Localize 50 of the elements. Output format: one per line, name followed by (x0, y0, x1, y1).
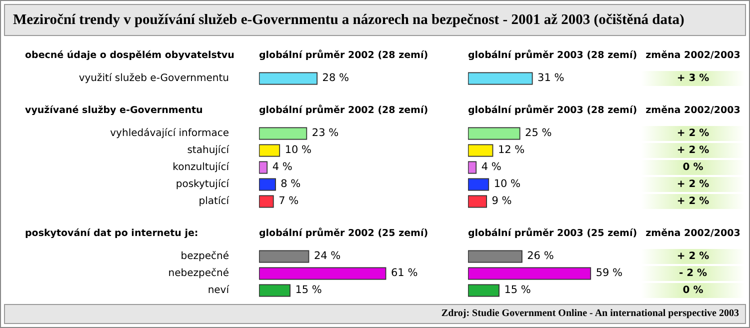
text: + 2 % (641, 143, 745, 158)
text: globální průměr 2002 (28 zemí) (259, 105, 428, 118)
y-tick-label: vyhledávající informace (109, 127, 229, 141)
data-label: 8 % (280, 178, 301, 190)
y-tick-label: nebezpečné (167, 267, 229, 281)
chart-title: globální průměr 2003 (25 zemí) (468, 228, 638, 241)
y-tick-label: stahující (186, 144, 229, 158)
text: + 2 % (641, 177, 745, 192)
y-tick-label: konzultující (172, 161, 229, 175)
y-tick-label: poskytující (174, 178, 229, 192)
data-label: 4 % (481, 161, 502, 174)
data-label: 59 % (596, 267, 623, 280)
chart-title: globální průměr 2002 (25 zemí) (259, 228, 428, 241)
text: + 2 % (641, 249, 745, 264)
data-label: 23 % (312, 127, 339, 140)
text: globální průměr 2003 (28 zemí) (468, 50, 638, 63)
y-axis-title: poskytování dat po internetu je: (25, 228, 198, 241)
data-label: 31 % (538, 72, 564, 84)
y-axis-title: využívané služby e-Governmentu (25, 105, 203, 118)
y-axis-title: obecné údaje o dospělém obyvatelstvu (25, 50, 234, 63)
data-label: 10 % (284, 144, 312, 156)
text: změna 2002/2003 (644, 50, 742, 63)
data-label: 7 % (278, 195, 299, 208)
text: globální průměr 2003 (28 zemí) (468, 105, 638, 118)
data-label: 24 % (314, 250, 341, 262)
text: 0 % (641, 160, 745, 175)
data-label: 12 % (498, 144, 525, 156)
text: globální průměr 2002 (28 zemí) (259, 50, 428, 63)
data-label: 25 % (525, 127, 552, 140)
text: Meziroční trendy v používání služeb e-Governmentu a názorech na bezpečnost - 2001 až 2003 (očištěná data) (4, 4, 746, 36)
y-tick-label: využití služeb e-Governmentu (78, 72, 229, 86)
data-label: 9 % (492, 195, 512, 208)
data-label: 15 % (504, 284, 531, 296)
text: změna 2002/2003 (644, 228, 742, 241)
text: + 2 % (641, 126, 745, 141)
y-tick-label: platící (198, 195, 229, 209)
text: Zdroj: Studie Government Online - An international perspective 2003 (4, 304, 746, 324)
text: + 3 % (641, 71, 745, 86)
data-label: 28 % (322, 72, 349, 84)
text: 0 % (641, 283, 745, 298)
data-label: 26 % (527, 250, 554, 262)
text: změna 2002/2003 (644, 105, 742, 118)
data-label: 4 % (272, 161, 292, 174)
y-tick-label: bezpečné (180, 250, 229, 264)
data-label: 61 % (391, 267, 418, 280)
data-label: 15 % (295, 284, 322, 296)
y-tick-label: neví (206, 284, 229, 298)
text: - 2 % (641, 266, 745, 281)
text: + 2 % (641, 194, 745, 209)
data-label: 10 % (494, 178, 521, 190)
